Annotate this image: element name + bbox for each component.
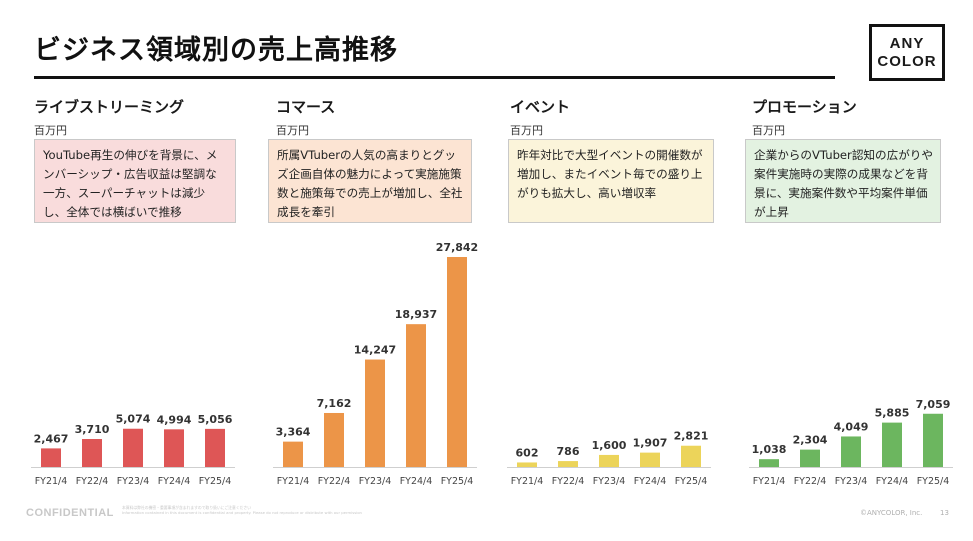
data-label: 786 [557,445,580,458]
section-commerce: コマース 百万円 所属VTuberの人気の高まりとグッズ企画自体の魅力によって実… [268,96,508,496]
data-label: 4,049 [834,420,869,433]
bar-fy21-4 [41,448,61,467]
logo-line-1: ANY [889,35,925,52]
category-label: FY24/4 [400,476,433,487]
category-label: FY25/4 [199,476,232,487]
category-label: FY24/4 [634,476,667,487]
bar-fy25-4 [681,445,701,467]
data-label: 3,364 [276,426,311,439]
disclaimer-line-2: Information contained in this document i… [122,510,362,515]
data-label: 1,600 [592,439,627,452]
data-label: 2,304 [793,434,828,447]
bar-fy25-4 [447,257,467,467]
page-number: 13 [940,509,949,517]
data-label: 602 [516,446,539,459]
data-label: 5,885 [875,407,910,420]
section-title: イベント [510,98,571,116]
category-label: FY23/4 [359,476,392,487]
category-label: FY22/4 [794,476,827,487]
category-label: FY24/4 [876,476,909,487]
slide-title: ビジネス領域別の売上高推移 [34,35,398,66]
copyright-text: ©ANYCOLOR, Inc. [860,509,923,517]
unit-label: 百万円 [510,124,543,137]
data-label: 7,059 [916,398,951,411]
bar-fy21-4 [759,459,779,467]
data-label: 1,907 [633,437,668,450]
category-label: FY23/4 [835,476,868,487]
data-label: 5,056 [198,413,233,426]
description-box: 昨年対比で大型イベントの開催数が増加し、またイベント毎での盛り上がりも拡大し、高… [508,139,714,223]
bar-fy21-4 [283,441,303,467]
bar-fy25-4 [205,428,225,467]
section-title: コマース [276,98,336,116]
data-label: 1,038 [752,443,787,456]
category-label: FY25/4 [675,476,708,487]
data-label: 2,821 [674,430,709,443]
data-label: 3,710 [75,423,110,436]
section-promotion: プロモーション 百万円 企業からのVTuber認知の広がりや案件実施時の実際の成… [745,96,973,496]
description-box: 所属VTuberの人気の高まりとグッズ企画自体の魅力によって実施施策数と施策毎で… [268,139,472,223]
bar-fy23-4 [599,454,619,467]
bar-fy23-4 [365,359,385,467]
section-live-streaming: ライブストリーミング 百万円 YouTube再生の伸びを背景に、メンバーシップ・… [31,96,266,496]
confidential-label: CONFIDENTIAL [26,507,114,519]
section-title: プロモーション [752,98,857,116]
category-label: FY25/4 [917,476,950,487]
data-label: 14,247 [354,344,396,357]
section-title: ライブストリーミング [34,98,185,116]
bar-fy22-4 [558,461,578,467]
disclaimer-text: 本資料は弊社の機密・重要事項が含まれますので取り扱いにご注意ください Infor… [122,505,422,515]
unit-label: 百万円 [752,124,785,137]
bar-chart: 602 FY21/4 786 FY22/4 1,600 FY23/4 1,907 FY24/4… [507,430,711,487]
bar-fy21-4 [517,462,537,467]
data-label: 5,074 [116,413,151,426]
data-label: 4,994 [157,413,192,426]
category-label: FY23/4 [117,476,150,487]
bar-fy24-4 [882,422,902,467]
company-logo: ANY COLOR [869,24,945,81]
description-box: YouTube再生の伸びを背景に、メンバーシップ・広告収益は堅調な一方、スーパー… [34,139,236,223]
bar-chart: 1,038 FY21/4 2,304 FY22/4 4,049 FY23/4 5,885 FY… [749,398,953,487]
category-label: FY23/4 [593,476,626,487]
bar-chart: 2,467 FY21/4 3,710 FY22/4 5,074 FY23/4 4,994 FY… [31,413,235,487]
category-label: FY21/4 [277,476,310,487]
disclaimer-line-1: 本資料は弊社の機密・重要事項が含まれますので取り扱いにご注意ください [122,505,252,510]
bar-fy24-4 [640,452,660,467]
data-label: 2,467 [34,432,69,445]
bar-chart: 3,364 FY21/4 7,162 FY22/4 14,247 FY23/4 18,937… [273,241,478,487]
logo-line-2: COLOR [877,53,937,70]
section-event: イベント 百万円 昨年対比で大型イベントの開催数が増加し、またイベント毎での盛り… [507,96,742,496]
bar-fy24-4 [406,324,426,467]
data-label: 18,937 [395,308,437,321]
bar-fy24-4 [164,429,184,467]
description-box: 企業からのVTuber認知の広がりや案件実施時の実際の成果などを背景に、実施案件… [745,139,941,223]
unit-label: 百万円 [34,124,67,137]
title-divider [34,76,835,79]
bar-fy23-4 [123,428,143,467]
bar-fy23-4 [841,436,861,467]
category-label: FY22/4 [552,476,585,487]
category-label: FY22/4 [76,476,109,487]
category-label: FY25/4 [441,476,474,487]
data-label: 27,842 [436,241,478,254]
data-label: 7,162 [317,397,352,410]
category-label: FY21/4 [511,476,544,487]
category-label: FY21/4 [753,476,786,487]
category-label: FY22/4 [318,476,351,487]
category-label: FY24/4 [158,476,191,487]
bar-fy25-4 [923,413,943,467]
category-label: FY21/4 [35,476,68,487]
bar-fy22-4 [324,412,344,467]
bar-fy22-4 [82,439,102,467]
unit-label: 百万円 [276,124,309,137]
bar-fy22-4 [800,449,820,467]
